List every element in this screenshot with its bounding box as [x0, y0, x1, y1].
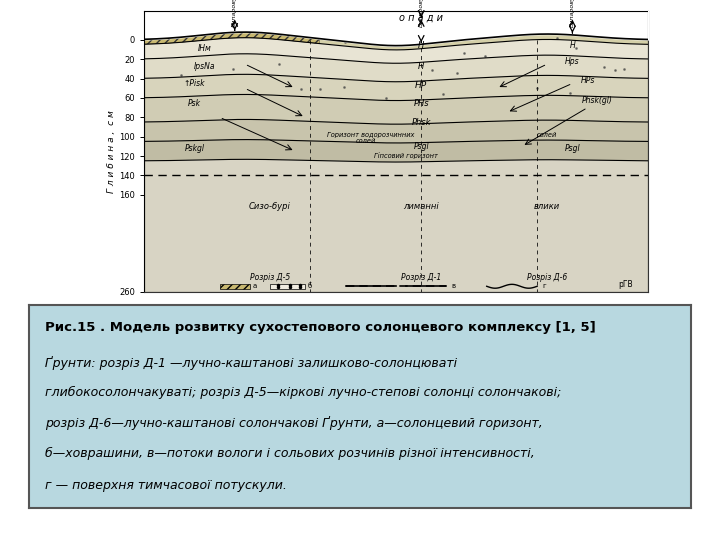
Text: Розріз Д-5: Розріз Д-5	[250, 273, 290, 282]
Text: Psgl: Psgl	[413, 142, 429, 151]
Text: HP: HP	[415, 81, 427, 90]
Text: H: H	[418, 40, 424, 50]
Text: PHs: PHs	[413, 99, 429, 107]
Text: лиманні: лиманні	[403, 202, 439, 211]
Text: а: а	[252, 284, 256, 289]
Text: Гіпсовий горизонт: Гіпсовий горизонт	[374, 152, 438, 159]
Text: Горизонт водорозчинних: Горизонт водорозчинних	[327, 132, 415, 138]
Text: IHм: IHм	[197, 44, 212, 53]
Text: о п а д и: о п а д и	[399, 13, 444, 23]
Text: Psk: Psk	[188, 99, 201, 107]
Text: г — поверхня тимчасової потускули.: г — поверхня тимчасової потускули.	[45, 480, 287, 492]
Text: Випаровування: Випаровування	[570, 0, 575, 28]
Text: б—ховрашини, в—потоки вологи і сольових розчинів різної інтенсивності,: б—ховрашини, в—потоки вологи і сольових …	[45, 447, 535, 460]
Y-axis label: Г л и б и н а ,  с м: Г л и б и н а , с м	[107, 110, 117, 193]
Text: ↑Pisk: ↑Pisk	[184, 79, 205, 89]
Bar	[270, 284, 305, 289]
Text: влики: влики	[534, 202, 560, 211]
Text: солей: солей	[537, 132, 557, 138]
Text: б: б	[307, 284, 312, 289]
Text: Розріз Д-1: Розріз Д-1	[401, 273, 441, 282]
Text: Psgl: Psgl	[564, 144, 580, 153]
Text: солей: солей	[356, 138, 376, 145]
Bar	[220, 284, 250, 289]
Text: Рис.15 . Модель розвитку сухостепового солонцевого комплексу [1, 5]: Рис.15 . Модель розвитку сухостепового с…	[45, 321, 596, 334]
Text: HPs: HPs	[580, 77, 595, 85]
Text: Розріз Д-6: Розріз Д-6	[527, 273, 567, 282]
Text: в: в	[451, 284, 456, 289]
Text: Ґрунти: розріз Д-1 —лучно-каштанові залишково-солонцюваті: Ґрунти: розріз Д-1 —лучно-каштанові зали…	[45, 356, 457, 370]
Text: IpsNa: IpsNa	[194, 62, 215, 71]
Text: H: H	[570, 40, 575, 50]
Text: г: г	[542, 284, 546, 289]
Text: Pskgl: Pskgl	[184, 144, 204, 153]
Text: Phsk(gl): Phsk(gl)	[582, 96, 613, 105]
Text: розріз Д-6—лучно-каштанові солончакові Ґрунти, а—солонцевий горизонт,: розріз Д-6—лучно-каштанові солончакові Ґ…	[45, 416, 543, 430]
Text: рГВ: рГВ	[618, 280, 633, 289]
Text: Сизо-бурі: Сизо-бурі	[249, 202, 291, 211]
Text: Phsk: Phsk	[411, 118, 431, 127]
Text: Випаровування: Випаровування	[233, 0, 237, 28]
Text: Hps: Hps	[565, 57, 580, 66]
Text: H: H	[418, 62, 424, 71]
Text: Випаровування: Випаровування	[419, 0, 423, 28]
Text: глибокосолончакуваті; розріз Д-5—кіркові лучно-степові солонці солончакові;: глибокосолончакуваті; розріз Д-5—кіркові…	[45, 386, 562, 399]
